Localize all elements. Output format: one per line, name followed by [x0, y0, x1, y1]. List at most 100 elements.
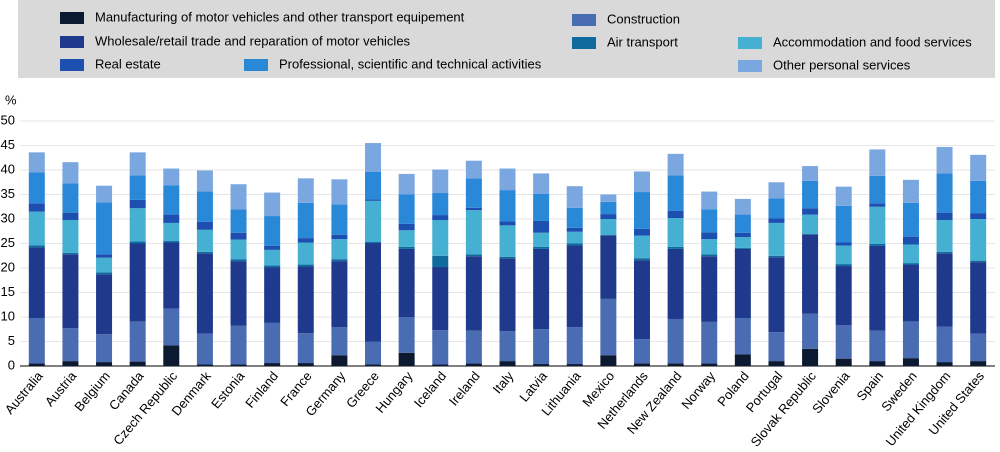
bar-segment [230, 184, 247, 210]
bar-segment [163, 214, 180, 223]
bar-segment [196, 191, 213, 222]
bar-segment [196, 364, 213, 366]
bar-segment [297, 333, 314, 364]
bar-segment [869, 203, 886, 207]
bar-segment [264, 249, 281, 266]
bar-segment [96, 185, 113, 203]
bar-segment [465, 207, 482, 211]
bar-segment [970, 262, 987, 334]
x-tick-label: Hungary [372, 368, 415, 416]
bar-segment [533, 329, 550, 365]
bar-segment [802, 180, 819, 209]
bar-segment [297, 242, 314, 265]
bar-segment [62, 212, 79, 220]
bar-segment [465, 210, 482, 255]
bar-segment [936, 251, 953, 254]
bar-segment [129, 152, 146, 176]
bar-segment [768, 198, 785, 219]
bar-segment [667, 248, 684, 319]
bar-segment [633, 339, 650, 364]
bar-segment [230, 325, 247, 365]
bar-segment [28, 152, 45, 173]
bar-segment [970, 333, 987, 362]
bar-segment [869, 149, 886, 176]
bar-segment [566, 364, 583, 366]
bar-segment [970, 154, 987, 181]
bar-segment [96, 274, 113, 335]
bar-segment [28, 247, 45, 318]
bar-segment [667, 318, 684, 364]
legend-label: Accommodation and food services [773, 34, 972, 49]
bar-segment [701, 321, 718, 364]
bar-segment [331, 204, 348, 235]
bar-segment [230, 209, 247, 233]
bar-segment [600, 235, 617, 299]
bar-segment [768, 361, 785, 366]
bar-segment [734, 354, 751, 366]
bar-segment [835, 358, 852, 366]
bar-segment [264, 363, 281, 366]
legend-swatch [572, 37, 596, 49]
bar-segment [600, 355, 617, 366]
bar-segment [365, 143, 382, 172]
bar-segment [163, 242, 180, 309]
bar-segment [667, 246, 684, 249]
bar-segment [600, 194, 617, 202]
bar-segment [365, 364, 382, 366]
bar-segment [163, 222, 180, 242]
bar-segment [667, 153, 684, 176]
bar-segment [331, 327, 348, 356]
x-tick-label: Slovenia [809, 368, 853, 416]
bar-segment [365, 200, 382, 243]
bar-segment [230, 232, 247, 240]
bar-segment [802, 208, 819, 215]
bar-segment [365, 341, 382, 365]
bar-segment [432, 219, 449, 256]
bar-segment [970, 260, 987, 263]
bar-segment [734, 198, 751, 215]
y-tick-label: 10 [1, 308, 15, 323]
legend-label: Professional, scientific and technical a… [279, 56, 542, 71]
bar-segment [633, 258, 650, 261]
x-tick-label: Norway [678, 368, 718, 412]
bar-segment [970, 219, 987, 261]
bar-segment [701, 191, 718, 210]
x-tick-label: Spain [853, 368, 886, 403]
bar-segment [533, 220, 550, 233]
bar-segment [230, 239, 247, 260]
bar-segment [936, 362, 953, 366]
bar-segment [970, 180, 987, 214]
bar-segment [365, 171, 382, 200]
x-tick-label: Belgium [71, 368, 113, 414]
bar-segment [566, 245, 583, 328]
bar-segment [129, 175, 146, 200]
bar-segment [163, 241, 180, 243]
bar-segment [297, 363, 314, 366]
bar-segment [701, 256, 718, 322]
bar-segment [499, 361, 516, 366]
bar-segment [566, 231, 583, 244]
legend-swatch [738, 60, 762, 72]
x-tick-label: Italy [490, 368, 517, 396]
bar-segment [196, 333, 213, 365]
bar-segment [835, 242, 852, 246]
bar-segment [465, 160, 482, 179]
bar-segment [331, 355, 348, 366]
bar-segment [869, 245, 886, 331]
bar-segment [331, 239, 348, 260]
legend-label: Manufacturing of motor vehicles and othe… [95, 9, 465, 24]
bar-segment [835, 264, 852, 267]
bar-segment [398, 173, 415, 195]
bar-segment [331, 261, 348, 328]
bar-segment [163, 308, 180, 346]
y-tick-label: 40 [1, 161, 15, 176]
y-tick-label: 15 [1, 284, 15, 299]
bar-segment [196, 170, 213, 192]
bar-segment [28, 211, 45, 246]
bar-segment [600, 234, 617, 236]
x-tick-label: Finland [242, 368, 281, 410]
bar-segment [432, 364, 449, 366]
bar-segment [96, 254, 113, 258]
x-tick-label: Australia [2, 368, 46, 417]
bar-segment [432, 267, 449, 331]
